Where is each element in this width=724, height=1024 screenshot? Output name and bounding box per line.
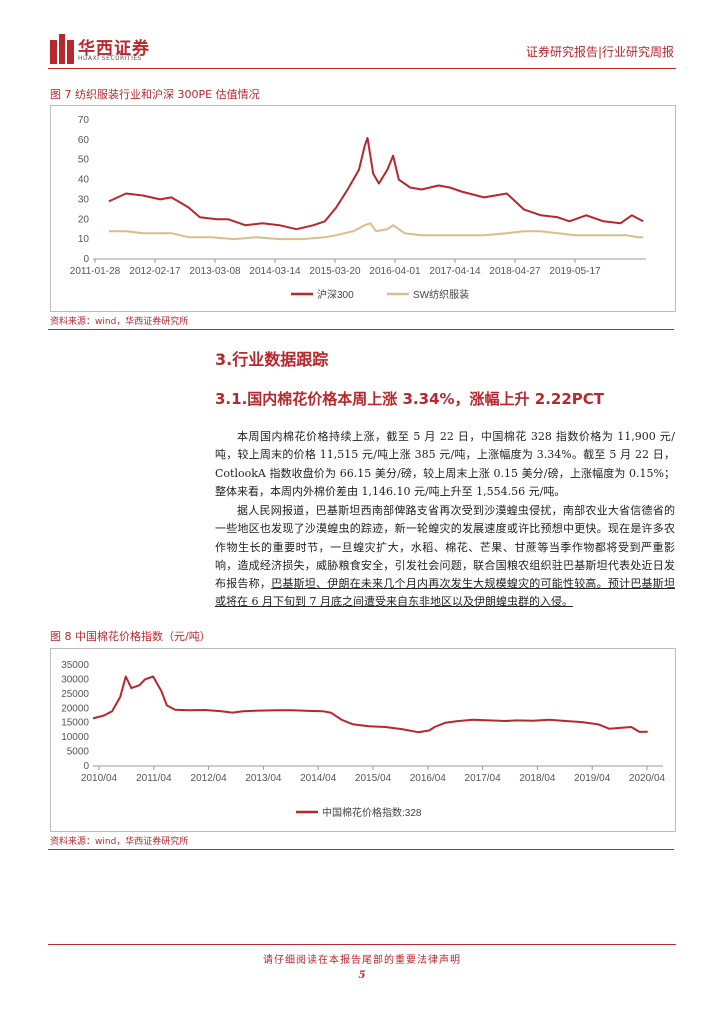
subsection-heading: 3.1.国内棉花价格本周上涨 3.34%，涨幅上升 2.22PCT (215, 390, 604, 408)
chart8-x-tick-label: 2016/04 (410, 773, 447, 784)
chart7-series-line (108, 222, 644, 241)
chart7-y-tick-label: 20 (78, 214, 90, 225)
figure8-source-divider (48, 849, 674, 850)
chart7-y-tick-label: 10 (78, 234, 90, 245)
chart7-y-tick-label: 50 (78, 155, 90, 166)
chart7-y-tick-label: 40 (78, 175, 90, 186)
figure7-chart: 0 10 20 30 40 50 60 70 2011-01-28 2012-02-17 2013-… (70, 115, 646, 301)
paragraph-locust-underlined: 巴基斯坦、伊朗在未来几个月内再次发生大规模蝗灾的可能性较高。预计巴基斯坦或将在 … (215, 577, 675, 609)
chart7-x-tick-label: 2015-03-20 (309, 266, 361, 277)
chart7-y-tick-label: 60 (78, 135, 90, 146)
paragraph-locust-text: 据人民网报道，巴基斯坦西南部俾路支省再次受到沙漠蝗虫侵扰，南部农业大省信德省的一… (215, 502, 675, 612)
paragraph-cotton-price-text: 本周国内棉花价格持续上涨，截至 5 月 22 日，中国棉花 328 指数价格为 … (215, 430, 675, 498)
section-heading: 3.行业数据跟踪 (215, 350, 329, 369)
chart8-x-tick-label: 2014/04 (300, 773, 337, 784)
chart7-legend-label: 沪深300 (317, 288, 354, 301)
chart7-legend-label: SW纺织服装 (413, 288, 469, 301)
chart7-y-tick-label: 70 (78, 115, 90, 126)
figure7-source-divider (48, 329, 674, 330)
chart8-legend-label: 中国棉花价格指数:328 (322, 806, 422, 819)
chart7-x-tick-label: 2016-04-01 (369, 266, 421, 277)
chart8-x-tick-label: 2018/04 (519, 773, 556, 784)
paragraph-locust: 据人民网报道，巴基斯坦西南部俾路支省再次受到沙漠蝗虫侵扰，南部农业大省信德省的一… (215, 502, 675, 612)
chart8-x-tick-label: 2020/04 (629, 773, 666, 784)
figure7-title: 图 7 纺织服装行业和沪深 300PE 估值情况 (50, 88, 260, 101)
chart7-y-tick-label: 0 (83, 254, 89, 265)
figure8-chart: 0 5000 10000 15000 20000 25000 30000 35000 2010/… (61, 660, 666, 819)
chart8-x-tick-label: 2010/04 (81, 773, 118, 784)
report-type: 证券研究报告|行业研究周报 (525, 45, 674, 59)
footer-divider (48, 944, 676, 945)
chart8-x-tick-label: 2011/04 (136, 773, 172, 784)
paragraph-cotton-price: 本周国内棉花价格持续上涨，截至 5 月 22 日，中国棉花 328 指数价格为 … (215, 428, 675, 501)
chart8-y-tick-label: 30000 (61, 674, 89, 685)
chart7-x-tick-label: 2014-03-14 (249, 266, 301, 277)
logo-subtext: HUAXI SECURITIES (78, 55, 142, 62)
figure7-chart-box: 0 10 20 30 40 50 60 70 2011-01-28 2012-02-17 2013-… (50, 105, 676, 312)
chart8-x-tick-label: 2012/04 (191, 773, 228, 784)
page-number: 5 (358, 970, 366, 981)
chart7-x-tick-label: 2013-03-08 (189, 266, 241, 277)
figure8-chart-box: 0 5000 10000 15000 20000 25000 30000 35000 2010/… (50, 648, 676, 832)
chart8-y-tick-label: 0 (83, 761, 89, 772)
chart7-x-tick-label: 2019-05-17 (549, 266, 601, 277)
figure8-source: 资料来源：wind，华西证券研究所 (50, 837, 189, 847)
chart8-series-line (92, 675, 648, 734)
chart8-y-tick-label: 25000 (61, 689, 89, 700)
chart8-y-tick-label: 5000 (67, 747, 90, 758)
chart7-x-tick-label: 2011-01-28 (70, 266, 121, 277)
chart8-x-tick-label: 2019/04 (574, 773, 611, 784)
chart8-y-tick-label: 15000 (61, 718, 89, 729)
chart8-x-tick-label: 2017/04 (465, 773, 502, 784)
figure8-title: 图 8 中国棉花价格指数（元/吨） (50, 630, 211, 643)
chart7-x-tick-label: 2017-04-14 (429, 266, 481, 277)
chart8-y-tick-label: 35000 (61, 660, 89, 671)
chart8-x-tick-label: 2013/04 (245, 773, 282, 784)
chart8-y-tick-label: 20000 (61, 703, 89, 714)
header-divider (48, 68, 676, 69)
chart8-x-tick-label: 2015/04 (355, 773, 392, 784)
logo (50, 34, 74, 64)
chart7-y-tick-label: 30 (78, 194, 90, 205)
logo-text: 华西证券 (78, 39, 150, 59)
paragraph-locust-plain: 据人民网报道，巴基斯坦西南部俾路支省再次受到沙漠蝗虫侵扰，南部农业大省信德省的一… (215, 504, 675, 591)
chart7-x-tick-label: 2012-02-17 (129, 266, 181, 277)
chart7-x-tick-label: 2018-04-27 (489, 266, 541, 277)
chart8-y-tick-label: 10000 (61, 732, 89, 743)
footer-disclaimer: 请仔细阅读在本报告尾部的重要法律声明 (263, 955, 461, 966)
figure7-source: 资料来源：wind，华西证券研究所 (50, 317, 189, 327)
logo-mark-icon (50, 34, 74, 64)
chart7-series-line (108, 136, 644, 231)
